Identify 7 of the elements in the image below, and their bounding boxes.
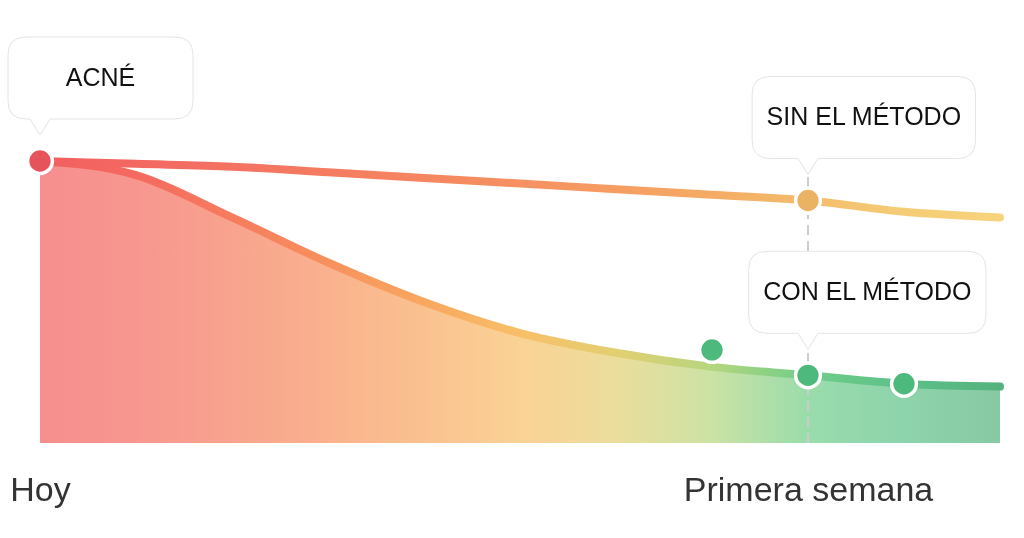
point bbox=[793, 186, 823, 215]
x-tick-label: Primera semana bbox=[683, 469, 934, 508]
x-tick-label: Hoy bbox=[10, 469, 71, 508]
annotation: ACNÉ bbox=[65, 63, 136, 91]
text: CON EL MÉTODO bbox=[763, 277, 972, 306]
point bbox=[793, 361, 823, 390]
text: SIN EL MÉTODO bbox=[766, 102, 962, 131]
